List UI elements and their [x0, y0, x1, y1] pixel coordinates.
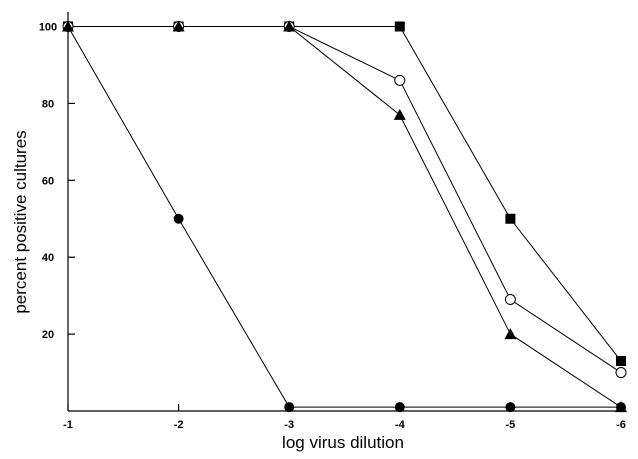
x-tick-label: -1	[63, 419, 73, 431]
data-point-filled-triangle	[283, 20, 296, 32]
y-tick-label: 80	[42, 98, 54, 110]
series-line-filled-triangle	[68, 26, 622, 408]
series-line-filled-circle	[67, 26, 621, 408]
data-point-filled-square	[394, 21, 405, 32]
data-point-filled-square	[616, 356, 626, 367]
y-tick-label: 100	[39, 22, 57, 34]
y-tick-label: 40	[42, 252, 54, 264]
data-point-open-circle	[394, 74, 406, 86]
data-point-open-circle	[615, 367, 627, 379]
x-tick-label: -5	[506, 419, 516, 431]
x-tick-label: -2	[174, 419, 184, 431]
data-point-filled-triangle	[62, 20, 74, 32]
y-tick-label: 60	[42, 175, 54, 187]
data-point-filled-triangle	[393, 108, 406, 120]
y-tick-label: 20	[42, 329, 54, 341]
data-point-filled-triangle	[615, 401, 627, 413]
data-point-filled-circle	[394, 402, 405, 413]
series-lines	[67, 26, 622, 408]
x-axis-title: log virus dilution	[282, 433, 404, 452]
data-point-filled-circle	[173, 213, 184, 224]
x-tick-label: -6	[616, 419, 626, 431]
data-point-filled-square	[505, 213, 516, 224]
data-point-filled-triangle	[172, 20, 185, 32]
series-line-open-circle	[68, 26, 622, 373]
x-ticks: -1 -2 -3 -4 -5 -6	[63, 404, 626, 431]
data-point-filled-triangle	[504, 328, 517, 340]
x-tick-label: -4	[395, 419, 406, 431]
plot-area: 20 40 60 80 100 -1 -2 -3 -4 -5 -6	[39, 12, 627, 431]
data-point-filled-circle	[284, 402, 295, 413]
data-point-open-circle	[504, 293, 516, 305]
y-axis-title: percent positive cultures	[11, 130, 30, 313]
series-line-filled-square	[68, 26, 622, 362]
y-ticks: 20 40 60 80 100	[39, 22, 75, 341]
series-markers	[62, 20, 627, 413]
data-point-filled-circle	[505, 402, 516, 413]
x-tick-label: -3	[284, 419, 294, 431]
